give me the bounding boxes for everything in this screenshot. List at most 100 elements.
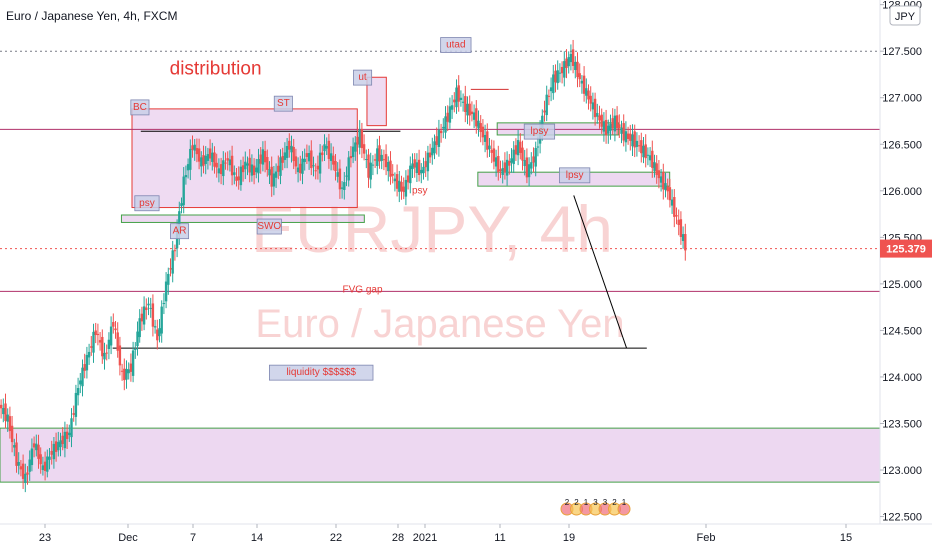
candle-body — [409, 165, 412, 184]
annotation-ar[interactable]: AR — [170, 223, 190, 240]
candle-body — [10, 425, 14, 443]
candle-body — [211, 152, 214, 162]
x-tick-label: 11 — [494, 532, 505, 544]
candle-body — [26, 472, 29, 475]
annotation-box — [268, 364, 374, 381]
projection-line[interactable] — [573, 195, 628, 349]
annotation-lpsy[interactable]: lpsy — [559, 167, 591, 184]
candle-body — [107, 339, 111, 350]
annotations-layer: distribution BC ST ut utad psy AR SWO psy lpsy lps… — [130, 37, 591, 381]
annotation-psy[interactable]: psy — [134, 195, 160, 212]
candle-body — [373, 159, 377, 161]
candle-body — [640, 140, 643, 154]
candle-body — [290, 145, 293, 153]
annotation-bc[interactable]: BC — [130, 99, 150, 116]
candle-body — [585, 88, 588, 96]
candle-body — [171, 250, 174, 274]
candle-body — [314, 170, 317, 172]
candle-body — [270, 166, 273, 187]
candle-body — [670, 199, 674, 206]
candle-body — [426, 152, 430, 172]
candle-body — [611, 118, 614, 129]
candle-body — [450, 105, 454, 110]
candle-body — [217, 168, 221, 174]
symbol-title[interactable]: Euro / Japanese Yen, 4h, FXCM — [6, 9, 177, 23]
candle-body — [472, 112, 476, 120]
candle-body — [431, 147, 434, 156]
candle-body — [28, 459, 31, 472]
candle-body — [83, 364, 86, 371]
candle-body — [466, 103, 469, 116]
candle-body — [448, 106, 452, 123]
candle-body — [644, 144, 647, 159]
candle-body — [499, 169, 502, 172]
candle-body — [186, 164, 190, 171]
distribution-zone[interactable] — [131, 108, 358, 209]
annotation-fvg-gap[interactable]: FVG gap — [343, 284, 383, 295]
candle-body — [129, 363, 133, 372]
candle-body — [662, 171, 665, 190]
currency-badge[interactable]: JPY — [889, 5, 921, 26]
candle-body — [325, 145, 328, 149]
candle-body — [219, 164, 223, 175]
candle-body — [497, 156, 500, 173]
candle-body — [303, 158, 306, 163]
candle-body — [461, 101, 465, 103]
candle-body — [505, 159, 509, 176]
candle-body — [35, 443, 38, 451]
candle-body — [239, 166, 243, 186]
levels-layer — [0, 50, 880, 349]
annotation-st[interactable]: ST — [273, 95, 293, 112]
event-marker-count: 2 — [565, 498, 570, 507]
annotation-label: utad — [446, 40, 465, 51]
candle-body — [415, 162, 419, 174]
candle-body — [411, 163, 414, 170]
candle-body — [569, 53, 573, 63]
annotation-liquidity-[interactable]: liquidity $$$$$$ — [268, 364, 374, 381]
candle-body — [400, 181, 403, 192]
annotation-psy[interactable]: psy — [412, 186, 428, 197]
annotation-box — [273, 95, 293, 112]
annotation-lpsy[interactable]: lpsy — [523, 123, 556, 140]
candle-body — [459, 97, 463, 100]
candle-body — [470, 111, 474, 115]
x-tick-label: 28 — [392, 532, 404, 544]
candle-body — [283, 152, 287, 160]
support-zone[interactable] — [120, 214, 365, 223]
candle-body — [648, 155, 652, 161]
candle-body — [294, 156, 298, 167]
y-tick-label: 124.000 — [882, 372, 922, 384]
candle-body — [549, 87, 553, 92]
candle-body — [398, 180, 401, 192]
time-axis[interactable]: 23 Dec 7 14 22 28 2021 11 19 Feb 15 — [39, 524, 852, 544]
candle-body — [103, 352, 106, 360]
annotation-swo[interactable]: SWO — [256, 218, 282, 235]
candle-body — [514, 145, 518, 155]
candle-body — [50, 450, 53, 455]
candle-body — [13, 445, 16, 448]
event-marker-count: 1 — [584, 498, 589, 507]
candle-body — [354, 142, 357, 152]
candle-body — [98, 340, 102, 343]
x-tick-label: 15 — [840, 532, 852, 544]
ut-zone[interactable] — [366, 76, 387, 127]
event-marker-icon[interactable] — [617, 502, 631, 516]
annotation-ut[interactable]: ut — [353, 69, 373, 86]
candle-body — [59, 440, 62, 448]
last-price-label: 125.379 — [886, 244, 926, 256]
candle-body — [558, 72, 562, 74]
candle-body — [675, 215, 678, 217]
annotation-distribution[interactable]: distribution — [170, 58, 262, 79]
candle-body — [543, 110, 546, 113]
demand-zone[interactable] — [0, 427, 881, 483]
candle-body — [178, 211, 181, 235]
annotation-utad[interactable]: utad — [440, 37, 472, 53]
x-tick-label: Feb — [697, 532, 716, 544]
candle-body — [477, 120, 480, 129]
candle-body — [224, 162, 227, 164]
candle-body — [189, 148, 192, 170]
candle-body — [420, 169, 423, 174]
annotation-label: lpsy — [531, 126, 549, 137]
